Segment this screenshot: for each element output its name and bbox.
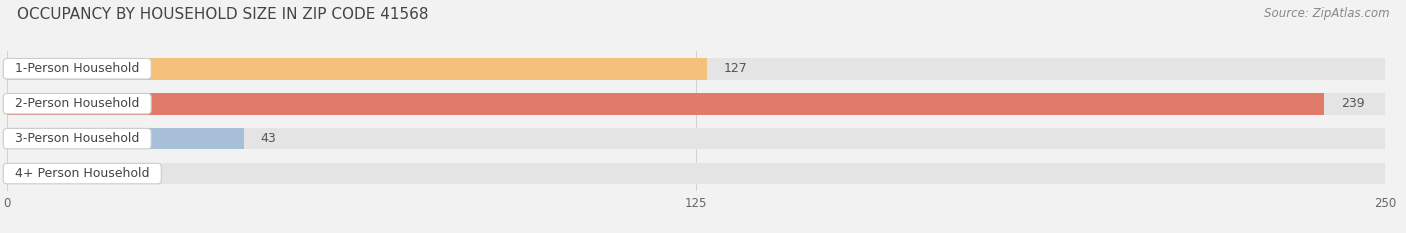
Text: 1-Person Household: 1-Person Household <box>7 62 148 75</box>
Bar <box>7 93 1385 115</box>
Text: Source: ZipAtlas.com: Source: ZipAtlas.com <box>1264 7 1389 20</box>
Text: 4+ Person Household: 4+ Person Household <box>7 167 157 180</box>
Bar <box>7 93 1385 115</box>
Bar <box>7 58 1385 80</box>
Text: 127: 127 <box>724 62 747 75</box>
Text: 239: 239 <box>1341 97 1364 110</box>
Bar <box>7 128 1385 150</box>
Text: OCCUPANCY BY HOUSEHOLD SIZE IN ZIP CODE 41568: OCCUPANCY BY HOUSEHOLD SIZE IN ZIP CODE … <box>17 7 429 22</box>
Bar <box>7 58 707 80</box>
Bar <box>7 163 1385 185</box>
Bar <box>7 93 1324 115</box>
Bar <box>7 128 1385 150</box>
Text: 2-Person Household: 2-Person Household <box>7 97 148 110</box>
Text: 0: 0 <box>24 167 31 180</box>
Bar <box>7 128 245 150</box>
Bar <box>7 58 1385 80</box>
Text: 3-Person Household: 3-Person Household <box>7 132 148 145</box>
Bar <box>7 163 1385 185</box>
Text: 43: 43 <box>260 132 277 145</box>
